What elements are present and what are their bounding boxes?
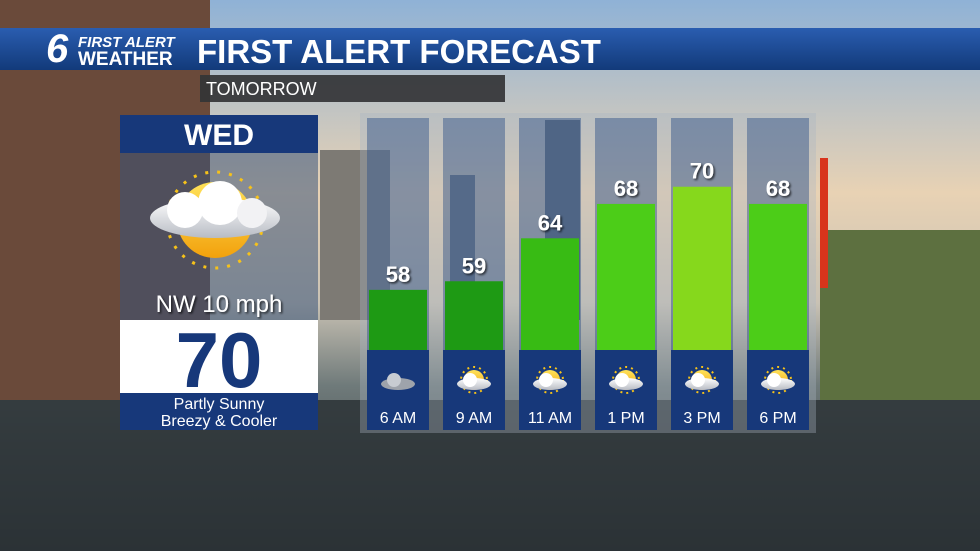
day-name: WED — [184, 119, 254, 152]
hourly-chart: 58 6 AM 59 9 AM 64 11 AM 68 1 PM 70 3 PM 68 6 PM — [367, 118, 809, 430]
logo-text: FIRST ALERT — [78, 34, 177, 51]
icon-cloud — [539, 373, 553, 387]
icon-sun-rays — [536, 366, 564, 394]
post — [820, 158, 828, 288]
bar-value: 64 — [538, 210, 563, 235]
time-label: 9 AM — [456, 410, 492, 427]
subtitle-bar — [200, 75, 505, 102]
weather-icon — [457, 366, 491, 394]
bar — [521, 238, 579, 350]
day-header — [120, 115, 318, 153]
time-label: 1 PM — [607, 410, 644, 427]
icon-cloud — [767, 373, 781, 387]
grass — [820, 230, 980, 400]
condition-box — [120, 393, 318, 430]
high-temp: 70 — [176, 316, 263, 404]
hourly-panel — [360, 113, 816, 433]
weather-icon — [761, 366, 795, 394]
bar — [673, 186, 731, 350]
time-label: 6 PM — [759, 410, 796, 427]
bar — [597, 203, 655, 350]
condition: Partly Sunny — [174, 396, 265, 413]
subtitle: TOMORROW — [206, 79, 317, 99]
logo-text: WEATHER — [78, 49, 173, 70]
weather-icon — [381, 373, 415, 390]
wind: NW 10 mph — [156, 291, 283, 318]
header-bar — [0, 28, 980, 70]
bar — [369, 289, 427, 350]
icon-cloud — [387, 373, 401, 387]
time-label: 3 PM — [683, 410, 720, 427]
weather-icon — [685, 366, 719, 394]
bar-value: 68 — [766, 176, 790, 201]
time-label: 6 AM — [380, 410, 416, 427]
bar-value: 70 — [690, 159, 714, 184]
icon-cloud — [615, 373, 629, 387]
weather-icon — [533, 366, 567, 394]
high-box — [120, 320, 318, 393]
icon-sun-rays — [688, 366, 716, 394]
bar-value: 59 — [462, 253, 486, 278]
bar-value: 58 — [386, 262, 410, 287]
title: FIRST ALERT FORECAST — [197, 33, 601, 70]
time-label: 11 AM — [528, 410, 572, 427]
bar — [445, 281, 503, 350]
icon-sun-rays — [612, 366, 640, 394]
condition: Breezy & Cooler — [161, 413, 278, 430]
bar — [749, 203, 807, 350]
icon-sun-rays — [460, 366, 488, 394]
logo-number: 6 — [46, 27, 69, 71]
icon-cloud — [463, 373, 477, 387]
bar-value: 68 — [614, 176, 638, 201]
icon-sun-rays — [764, 366, 792, 394]
weather-icon — [609, 366, 643, 394]
day-icon — [150, 170, 280, 270]
icon-cloud — [691, 373, 705, 387]
